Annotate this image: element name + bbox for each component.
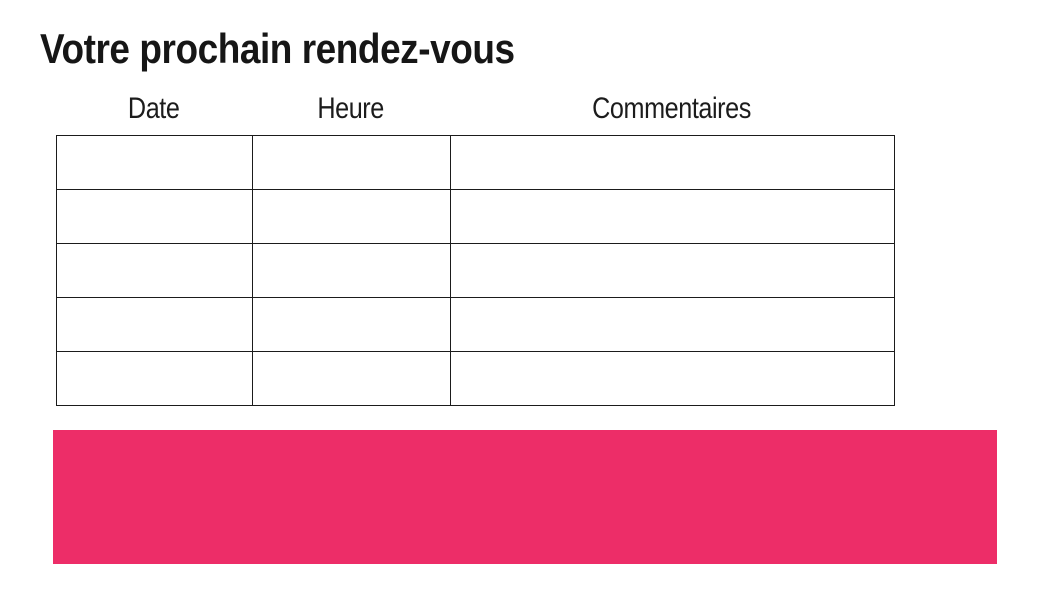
column-header-heure-label: Heure bbox=[317, 92, 385, 125]
table-row bbox=[56, 189, 895, 244]
table-cell bbox=[450, 243, 895, 298]
column-header-date: Date bbox=[56, 88, 252, 130]
table-cell bbox=[56, 297, 253, 352]
table-cell bbox=[56, 243, 253, 298]
table-cell bbox=[450, 297, 895, 352]
table-cell bbox=[56, 351, 253, 406]
table-cell bbox=[252, 351, 451, 406]
table-row bbox=[56, 135, 895, 190]
page-title: Votre prochain rendez-vous bbox=[40, 25, 579, 72]
column-header-heure: Heure bbox=[252, 88, 450, 130]
column-header-commentaires-label: Commentaires bbox=[592, 92, 752, 125]
appointments-table-body bbox=[56, 135, 895, 406]
table-cell bbox=[252, 243, 451, 298]
appointments-table bbox=[56, 135, 895, 406]
table-cell bbox=[450, 189, 895, 244]
table-cell bbox=[56, 189, 253, 244]
table-cell bbox=[450, 351, 895, 406]
table-column-headers: Date Heure Commentaires bbox=[56, 88, 894, 130]
table-row bbox=[56, 243, 895, 298]
column-header-date-label: Date bbox=[128, 92, 180, 125]
table-row bbox=[56, 351, 895, 406]
table-cell bbox=[252, 297, 451, 352]
table-cell bbox=[252, 189, 451, 244]
page-title-text: Votre prochain rendez-vous bbox=[40, 25, 515, 72]
column-header-commentaires: Commentaires bbox=[450, 88, 894, 130]
table-row bbox=[56, 297, 895, 352]
table-cell bbox=[56, 135, 253, 190]
pink-banner bbox=[53, 430, 997, 564]
table-cell bbox=[252, 135, 451, 190]
table-cell bbox=[450, 135, 895, 190]
